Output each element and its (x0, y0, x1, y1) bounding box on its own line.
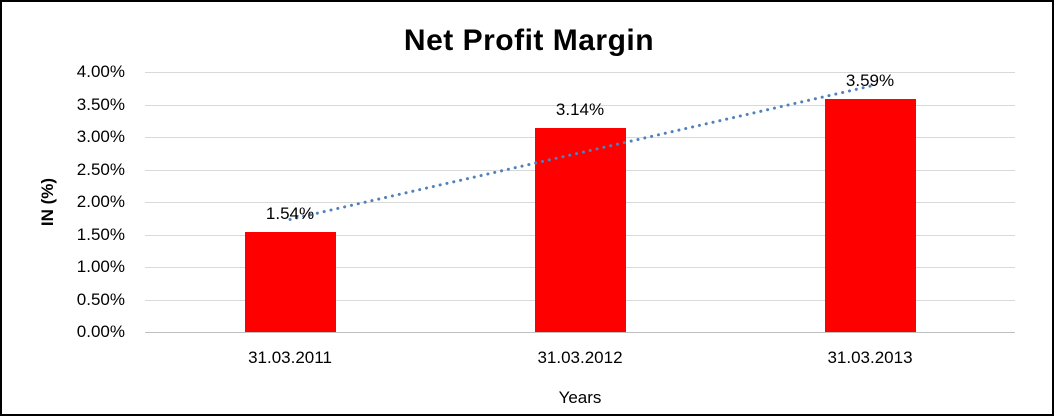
y-tick-label: 1.50% (76, 224, 125, 244)
gridline (145, 72, 1015, 73)
data-label: 3.59% (845, 70, 895, 90)
bar (534, 127, 626, 332)
data-label: 3.14% (555, 99, 605, 119)
x-tick-label: 31.03.2013 (827, 348, 913, 367)
y-tick-label: 3.50% (76, 94, 125, 114)
y-tick-label: 0.50% (76, 289, 125, 309)
y-tick-label: 4.00% (76, 62, 125, 81)
y-tick-label: 2.00% (76, 192, 125, 211)
data-label: 1.54% (265, 203, 315, 223)
bar (244, 231, 336, 332)
y-tick-label: 0.00% (76, 322, 125, 341)
x-tick-label: 31.03.2011 (248, 348, 332, 367)
x-axis-title: Years (558, 388, 602, 407)
bar (824, 98, 916, 332)
x-tick-label: 31.03.2012 (537, 348, 623, 367)
gridline (145, 332, 1015, 333)
y-tick-label: 1.00% (76, 257, 125, 276)
y-tick-label: 2.50% (76, 159, 125, 179)
y-axis-title: IN (%) (38, 177, 57, 227)
chart-title: Net Profit Margin (403, 24, 655, 57)
y-tick-label: 3.00% (76, 127, 125, 146)
gridline (145, 104, 1015, 106)
